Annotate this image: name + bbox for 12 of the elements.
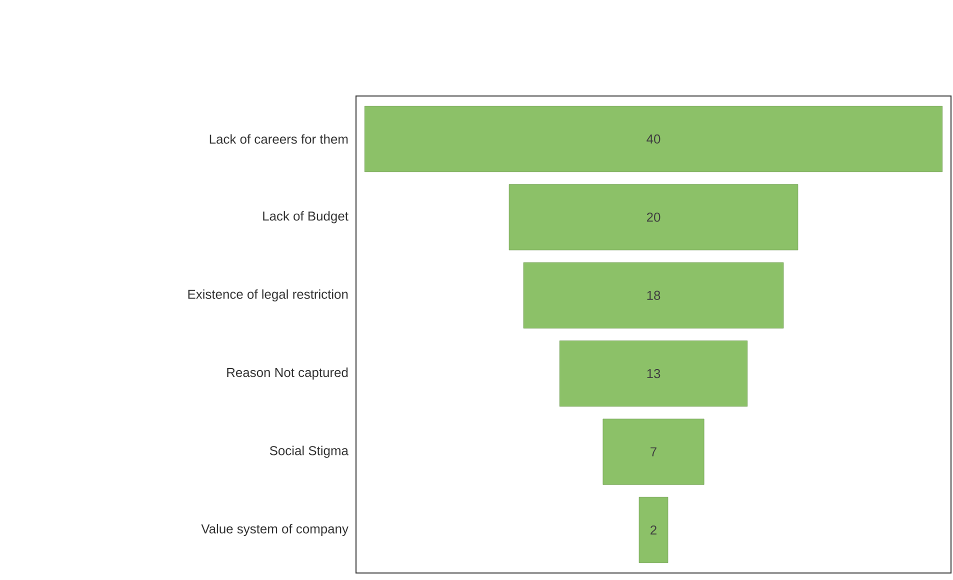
category-label: Value system of company	[201, 524, 348, 536]
category-label: Lack of careers for them	[210, 134, 348, 144]
data-label: 40	[646, 134, 660, 144]
data-label: 13	[647, 369, 660, 378]
data-label: 7	[650, 447, 656, 456]
category-label: Reason Not captured	[227, 368, 348, 380]
data-label: 2	[650, 525, 656, 535]
category-label: Lack of Budget	[263, 211, 348, 224]
data-label: 18	[647, 290, 660, 300]
category-label: Social Stigma	[270, 446, 348, 458]
category-label: Existence of legal restriction	[188, 289, 348, 302]
data-label: 20	[646, 212, 660, 222]
